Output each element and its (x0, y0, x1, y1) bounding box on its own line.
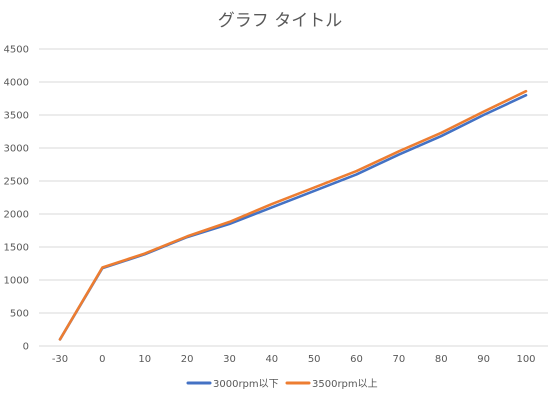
legend-label: 3000rpm以下 (213, 379, 279, 390)
x-tick-label: 100 (516, 354, 535, 365)
x-tick-label: 90 (477, 354, 490, 365)
chart-title: グラフ タイトル (218, 11, 342, 31)
x-tick-label: 40 (265, 354, 278, 365)
y-tick-label: 4000 (4, 78, 29, 89)
x-tick-label: -30 (52, 354, 68, 365)
legend-label: 3500rpm以上 (312, 378, 378, 390)
x-axis-tick-labels: -30 0 10 20 30 40 50 60 70 80 90 100 (52, 354, 536, 365)
y-tick-label: 2500 (4, 177, 29, 188)
y-tick-label: 3000 (4, 144, 29, 155)
x-tick-label: 30 (223, 354, 236, 365)
x-tick-label: 80 (435, 354, 448, 365)
x-tick-label: 10 (138, 354, 151, 365)
x-tick-label: 20 (181, 354, 194, 365)
y-tick-label: 0 (23, 342, 29, 353)
y-tick-label: 1000 (4, 276, 29, 287)
x-tick-label: 50 (308, 354, 321, 365)
x-tick-label: 70 (393, 354, 406, 365)
x-tick-label: 60 (350, 354, 363, 365)
y-tick-label: 3500 (4, 111, 29, 122)
gridlines (39, 48, 548, 347)
series-lines (58, 89, 528, 341)
y-tick-label: 500 (10, 309, 29, 320)
series-line-1 (58, 93, 528, 341)
legend: 3000rpm以下 3500rpm以上 (186, 378, 378, 390)
y-tick-label: 4500 (4, 45, 29, 56)
y-axis-tick-labels: 0 500 1000 1500 2000 2500 3000 3500 4000 4500 (4, 45, 29, 353)
y-tick-label: 1500 (4, 243, 29, 254)
y-tick-label: 2000 (4, 210, 29, 221)
x-tick-label: 0 (99, 354, 105, 365)
series-line-2 (58, 89, 528, 341)
